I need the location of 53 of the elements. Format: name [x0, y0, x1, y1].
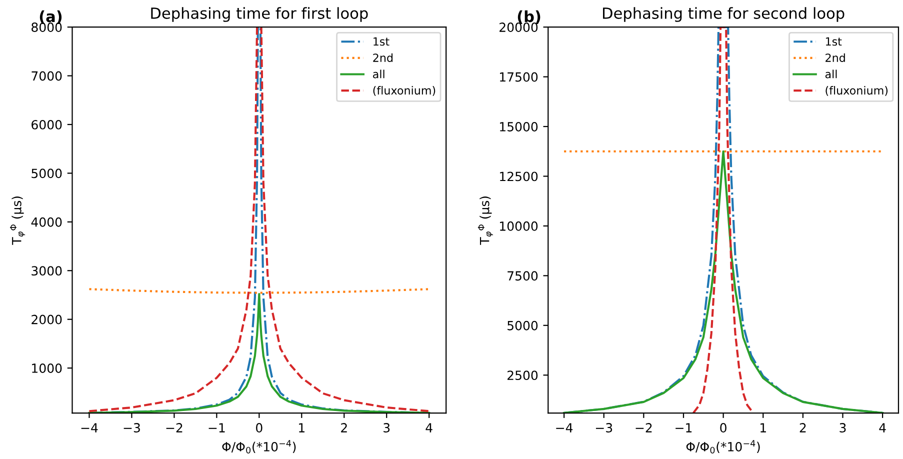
y-tick-label: 7500 — [508, 271, 538, 281]
y-tick-label: 12500 — [500, 172, 538, 182]
y-tick-label: 5000 — [32, 168, 62, 178]
y-tick-label: 2500 — [508, 370, 538, 380]
x-tick-label: 3 — [384, 423, 390, 432]
x-tick-label: −4 — [556, 423, 573, 432]
y-tick-label: 6000 — [32, 120, 62, 130]
text: (a) — [40, 10, 62, 24]
chart-title: Dephasing time for second loop — [603, 7, 844, 22]
x-tick-label: 1 — [299, 423, 304, 432]
y-tick-label: 10000 — [500, 221, 538, 231]
legend-label: 1st — [826, 37, 842, 46]
x-tick-label: 4 — [879, 423, 886, 432]
x-tick-label: −1 — [676, 423, 692, 432]
legend-label: 2nd — [826, 53, 845, 62]
x-tick-label: 3 — [840, 423, 846, 432]
legend-label: 1st — [374, 37, 390, 46]
y-tick-label: 20000 — [500, 22, 538, 32]
y-tick-label: 1000 — [32, 364, 62, 373]
y-tick-label: 3000 — [32, 266, 62, 276]
y-axis-title: T$_{φ}$$^{Φ}$ (μs) — [10, 196, 26, 245]
text: (b) — [518, 10, 540, 24]
line-series — [563, 150, 884, 414]
line-series — [692, 27, 754, 414]
x-tick-label: −1 — [208, 423, 225, 432]
x-axis-title: Φ/Φ$_{0}$(*10$^{−4}$) — [686, 440, 760, 454]
y-tick-label: 15000 — [500, 122, 538, 132]
y-tick-label: 2000 — [32, 314, 62, 324]
legend-label: all — [825, 70, 837, 78]
x-tick-label: −2 — [166, 423, 182, 432]
x-tick-label: 4 — [426, 423, 432, 432]
legend-label: all — [373, 70, 384, 78]
legend-label: (fluxonium) — [373, 86, 436, 96]
x-tick-label: 2 — [341, 423, 347, 432]
line-series — [88, 292, 430, 414]
y-tick-label: 8000 — [32, 22, 62, 32]
x-tick-label: 2 — [800, 423, 806, 432]
chart-title: Dephasing time for first loop — [151, 7, 368, 22]
y-tick-label: 7000 — [32, 71, 62, 81]
y-axis-title: T$_{φ}$$^{Φ}$ (μs) — [478, 196, 493, 245]
y-tick-label: 17500 — [500, 72, 538, 82]
x-tick-label: 0 — [720, 423, 726, 432]
x-axis-title: Φ/Φ$_{0}$(*10$^{−4}$) — [222, 440, 296, 454]
x-tick-label: −4 — [81, 423, 98, 432]
x-tick-label: −3 — [124, 423, 140, 432]
x-tick-label: 1 — [760, 423, 766, 432]
x-tick-label: 0 — [256, 423, 262, 432]
y-tick-label: 4000 — [31, 217, 62, 227]
y-tick-label: 5000 — [508, 320, 538, 330]
legend-label: 2nd — [373, 53, 393, 62]
x-tick-label: −2 — [636, 423, 652, 432]
legend-label: (fluxonium) — [826, 86, 888, 96]
x-tick-label: −3 — [596, 423, 612, 432]
